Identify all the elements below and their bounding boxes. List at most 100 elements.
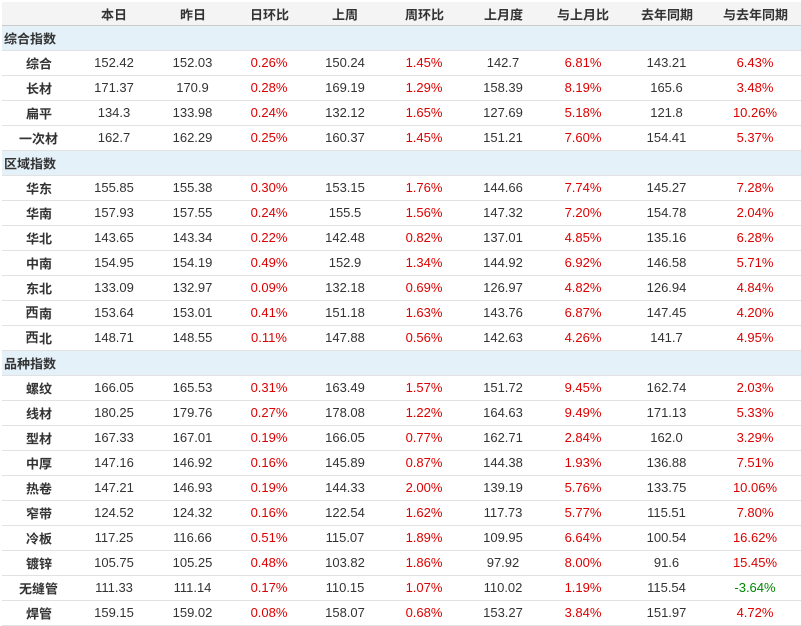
value-cell: 148.71 [75, 325, 153, 351]
value-cell: 9.49% [542, 400, 624, 426]
value-cell: 162.71 [464, 425, 542, 451]
value-cell: 3.48% [709, 75, 801, 101]
value-cell: 15.45% [709, 550, 801, 576]
table-row: 综合152.42152.030.26%150.241.45%142.76.81%… [2, 50, 801, 76]
value-cell: 2.03% [709, 375, 801, 401]
value-cell: 0.26% [232, 50, 306, 76]
value-cell: 1.07% [384, 575, 464, 601]
value-cell: 144.66 [464, 175, 542, 201]
value-cell: 0.31% [232, 375, 306, 401]
value-cell: 145.89 [306, 450, 384, 476]
value-cell: 132.12 [306, 100, 384, 126]
value-cell: -3.64% [709, 575, 801, 601]
value-cell: 147.32 [464, 200, 542, 226]
table-row: 东北133.09132.970.09%132.180.69%126.974.82… [2, 275, 801, 301]
value-cell: 1.93% [542, 450, 624, 476]
value-cell: 105.25 [153, 550, 232, 576]
value-cell: 154.19 [153, 250, 232, 276]
value-cell: 126.94 [624, 275, 709, 301]
value-cell: 154.95 [75, 250, 153, 276]
value-cell: 4.26% [542, 325, 624, 351]
value-cell: 2.84% [542, 425, 624, 451]
value-cell: 170.9 [153, 75, 232, 101]
value-cell: 151.97 [624, 600, 709, 626]
value-cell: 0.82% [384, 225, 464, 251]
row-label: 无缝管 [2, 575, 75, 601]
value-cell: 111.14 [153, 575, 232, 601]
value-cell: 136.88 [624, 450, 709, 476]
value-cell: 4.82% [542, 275, 624, 301]
value-cell: 133.75 [624, 475, 709, 501]
value-cell: 0.19% [232, 475, 306, 501]
value-cell: 147.45 [624, 300, 709, 326]
value-cell: 10.06% [709, 475, 801, 501]
value-cell: 143.21 [624, 50, 709, 76]
value-cell: 4.95% [709, 325, 801, 351]
row-label: 扁平 [2, 100, 75, 126]
row-label: 热卷 [2, 475, 75, 501]
value-cell: 167.33 [75, 425, 153, 451]
value-cell: 141.7 [624, 325, 709, 351]
value-cell: 147.16 [75, 450, 153, 476]
value-cell: 1.34% [384, 250, 464, 276]
row-label: 华北 [2, 225, 75, 251]
value-cell: 0.68% [384, 600, 464, 626]
header-row: 本日 昨日 日环比 上周 周环比 上月度 与上月比 去年同期 与去年同期 [2, 2, 801, 26]
value-cell: 153.15 [306, 175, 384, 201]
value-cell: 0.48% [232, 550, 306, 576]
value-cell: 121.8 [624, 100, 709, 126]
value-cell: 0.49% [232, 250, 306, 276]
value-cell: 3.29% [709, 425, 801, 451]
column-header-7: 与上月比 [542, 2, 624, 26]
value-cell: 5.37% [709, 125, 801, 151]
value-cell: 0.19% [232, 425, 306, 451]
value-cell: 157.93 [75, 200, 153, 226]
value-cell: 143.76 [464, 300, 542, 326]
value-cell: 122.54 [306, 500, 384, 526]
section-title: 综合指数 [2, 25, 801, 51]
value-cell: 143.34 [153, 225, 232, 251]
value-cell: 91.6 [624, 550, 709, 576]
value-cell: 163.49 [306, 375, 384, 401]
value-cell: 146.92 [153, 450, 232, 476]
value-cell: 5.77% [542, 500, 624, 526]
value-cell: 0.28% [232, 75, 306, 101]
value-cell: 155.85 [75, 175, 153, 201]
value-cell: 124.52 [75, 500, 153, 526]
row-label: 中厚 [2, 450, 75, 476]
value-cell: 152.42 [75, 50, 153, 76]
table-row: 西西南153.64153.010.41%151.181.63%143.766.8… [2, 300, 801, 326]
value-cell: 171.13 [624, 400, 709, 426]
value-cell: 151.21 [464, 125, 542, 151]
value-cell: 7.28% [709, 175, 801, 201]
value-cell: 5.76% [542, 475, 624, 501]
value-cell: 7.51% [709, 450, 801, 476]
value-cell: 133.98 [153, 100, 232, 126]
value-cell: 0.16% [232, 450, 306, 476]
value-cell: 1.22% [384, 400, 464, 426]
value-cell: 5.18% [542, 100, 624, 126]
table-row: 型材167.33167.010.19%166.050.77%162.712.84… [2, 425, 801, 451]
value-cell: 134.3 [75, 100, 153, 126]
value-cell: 135.16 [624, 225, 709, 251]
value-cell: 153.01 [153, 300, 232, 326]
value-cell: 154.78 [624, 200, 709, 226]
value-cell: 6.43% [709, 50, 801, 76]
table-body: 综合指数综合152.42152.030.26%150.241.45%142.76… [2, 25, 801, 626]
table-row: 焊管159.15159.020.08%158.070.68%153.273.84… [2, 600, 801, 626]
value-cell: 165.6 [624, 75, 709, 101]
value-cell: 147.21 [75, 475, 153, 501]
value-cell: 0.56% [384, 325, 464, 351]
value-cell: 7.20% [542, 200, 624, 226]
value-cell: 7.80% [709, 500, 801, 526]
value-cell: 0.17% [232, 575, 306, 601]
value-cell: 132.97 [153, 275, 232, 301]
value-cell: 0.30% [232, 175, 306, 201]
column-header-0 [2, 2, 75, 26]
value-cell: 164.63 [464, 400, 542, 426]
value-cell: 109.95 [464, 525, 542, 551]
value-cell: 2.00% [384, 475, 464, 501]
value-cell: 169.19 [306, 75, 384, 101]
section-row: 区域指数 [2, 150, 801, 176]
